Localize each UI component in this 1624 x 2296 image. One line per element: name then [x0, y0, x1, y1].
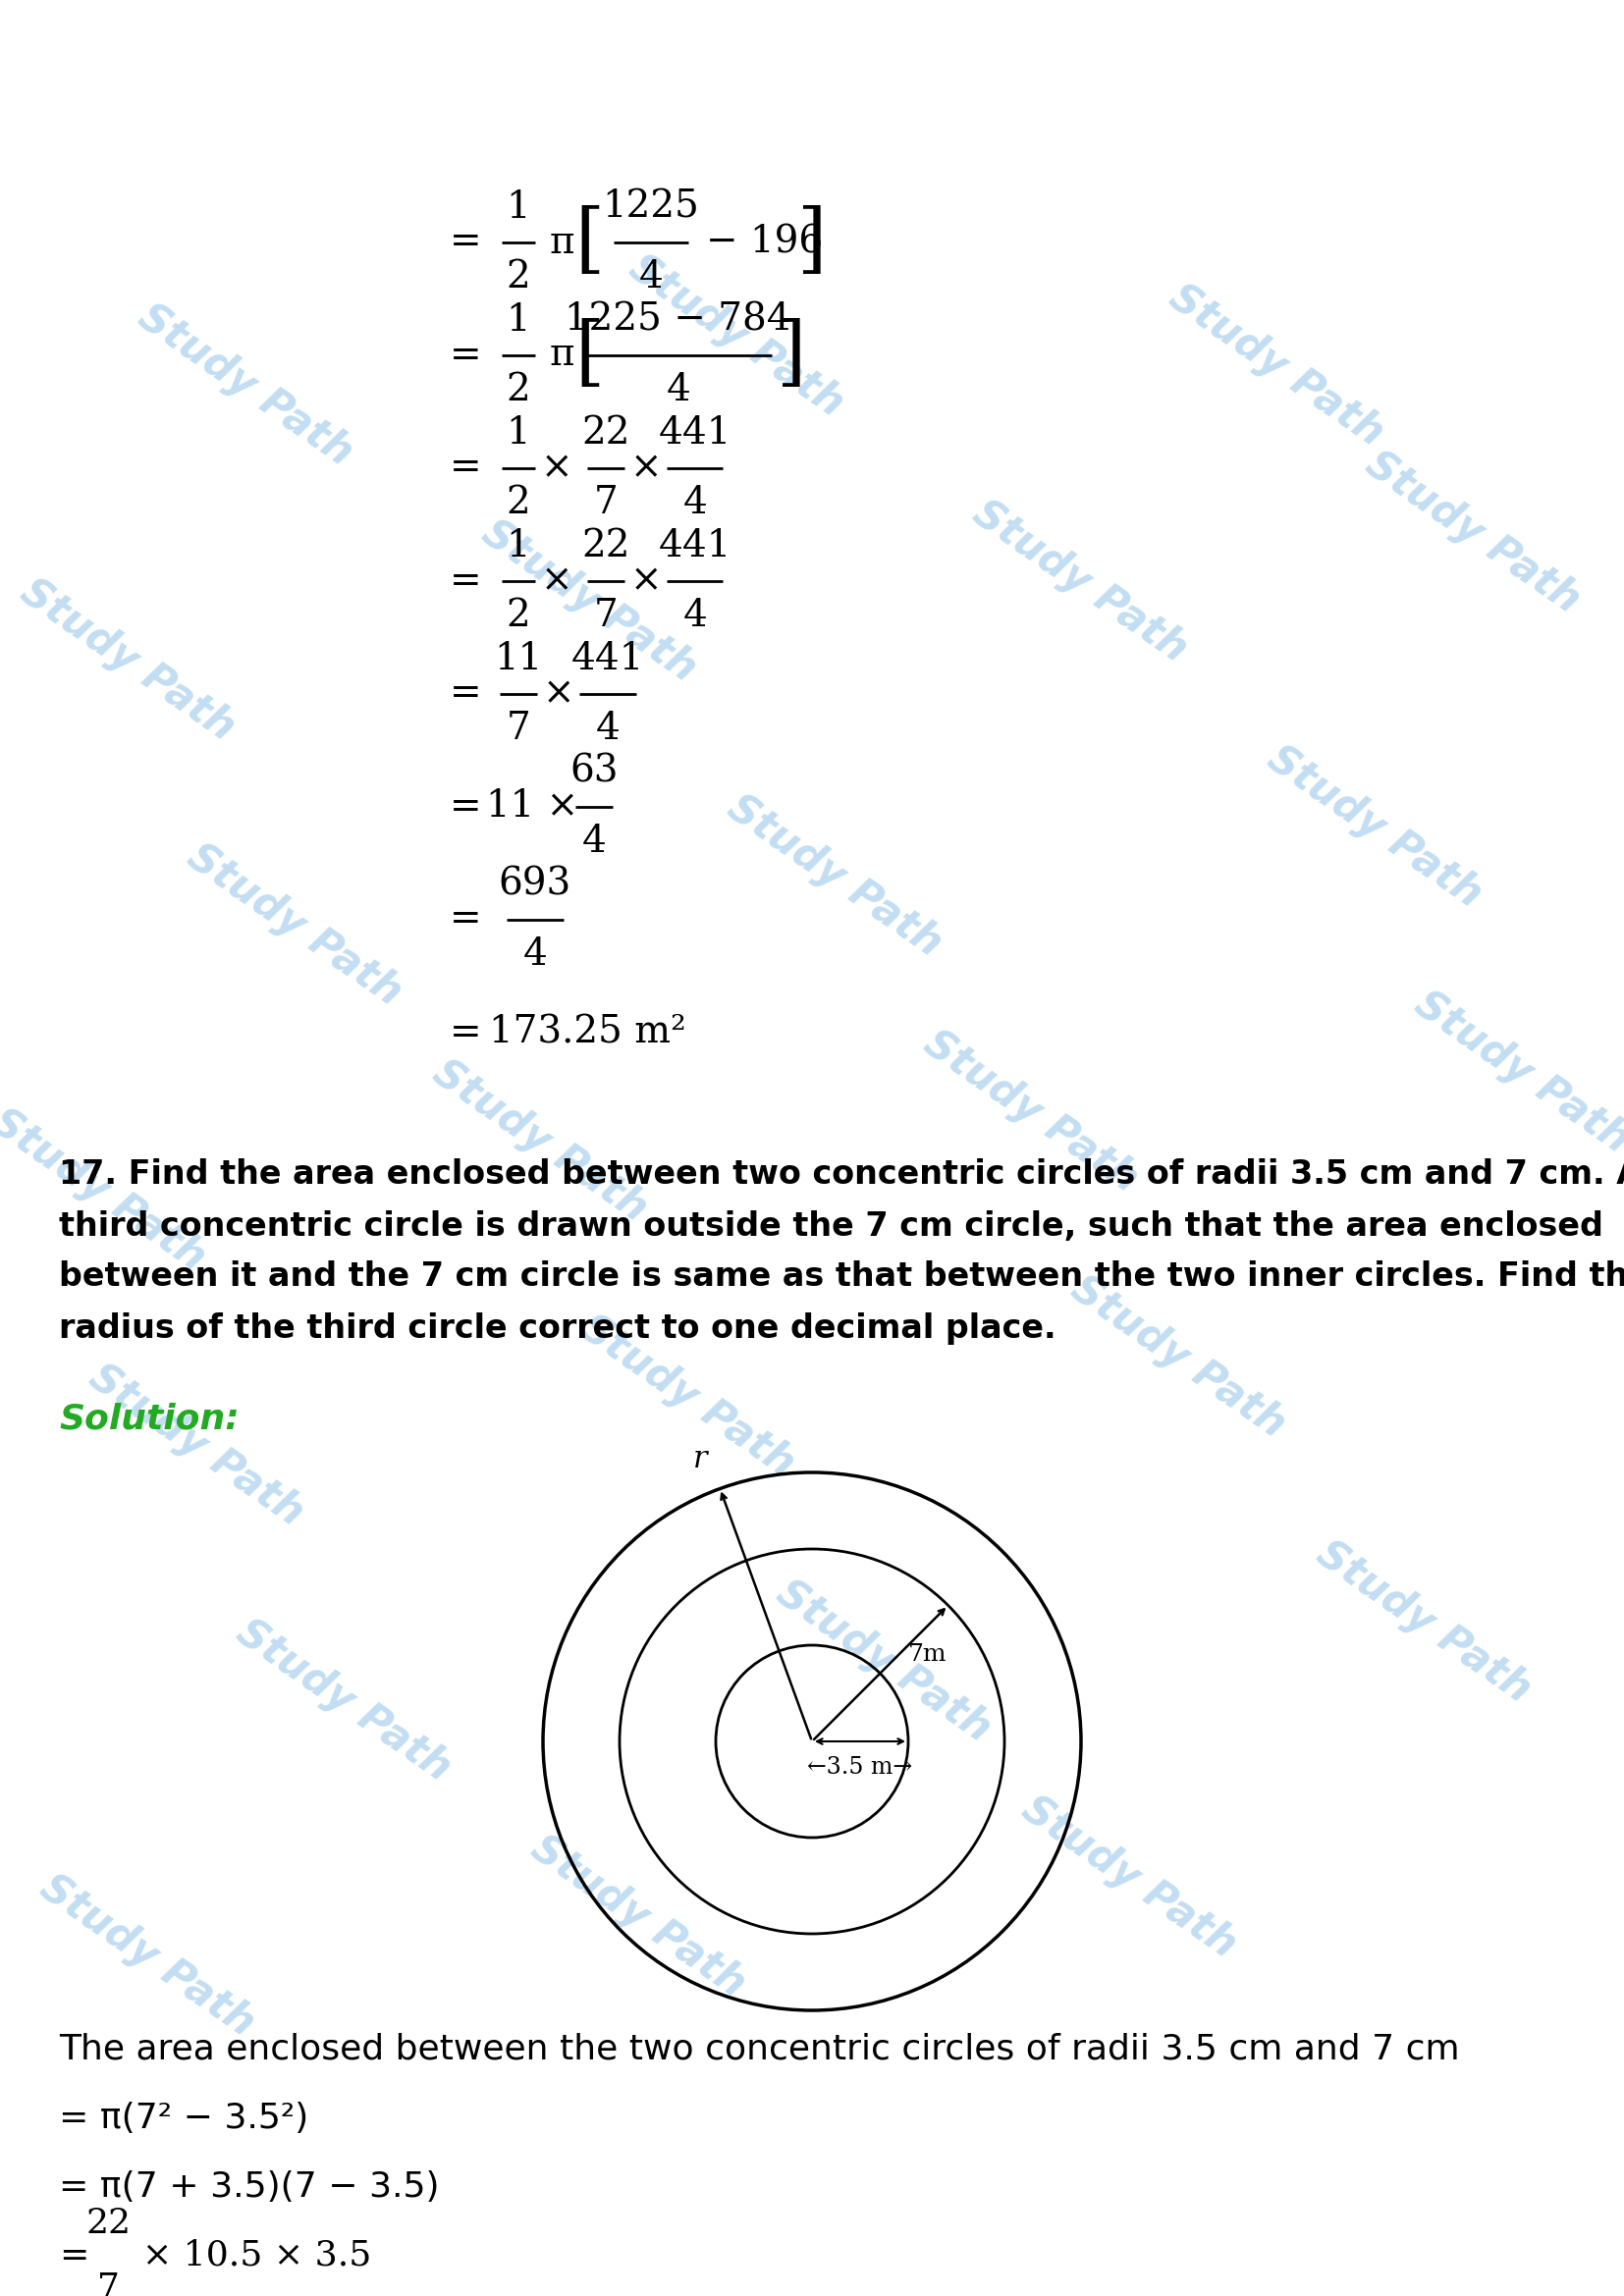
- Text: Study Path: Study Path: [474, 512, 705, 689]
- Text: = π(7 + 3.5)(7 − 3.5): = π(7 + 3.5)(7 − 3.5): [58, 2170, 440, 2204]
- Text: 63: 63: [570, 753, 619, 790]
- Text: Chapter 12: Areas Related to Circles: Chapter 12: Areas Related to Circles: [505, 135, 1119, 165]
- Text: =: =: [58, 2239, 89, 2273]
- Text: =: =: [450, 450, 481, 487]
- Text: Study Path: Study Path: [54, 44, 172, 62]
- Text: =: =: [450, 225, 481, 262]
- Text: 441: 441: [658, 416, 731, 452]
- Text: 173.25 m²: 173.25 m²: [489, 1015, 685, 1052]
- Text: The area enclosed between the two concentric circles of radii 3.5 cm and 7 cm: The area enclosed between the two concen…: [58, 2032, 1460, 2066]
- Text: ×: ×: [630, 450, 663, 487]
- Text: Study Path: Study Path: [572, 1306, 802, 1486]
- Text: Study Path: Study Path: [425, 1052, 654, 1231]
- Text: 7: 7: [593, 599, 617, 634]
- Text: Study Path: Study Path: [32, 1867, 261, 2043]
- Text: 2: 2: [507, 259, 531, 296]
- Text: between it and the 7 cm circle is same as that between the two inner circles. Fi: between it and the 7 cm circle is same a…: [58, 1261, 1624, 1293]
- Text: Study Path: Study Path: [965, 491, 1195, 670]
- Text: =: =: [450, 338, 481, 374]
- Text: × 10.5 × 3.5: × 10.5 × 3.5: [143, 2239, 372, 2273]
- Text: Solution:: Solution:: [58, 1403, 239, 1435]
- Text: 1: 1: [507, 303, 531, 338]
- Text: 441: 441: [572, 641, 645, 677]
- Text: [: [: [575, 204, 604, 280]
- Text: Study Path: Study Path: [523, 1828, 754, 2004]
- Text: Study Path: Study Path: [0, 1100, 213, 1279]
- Text: Page 14 of 16: Page 14 of 16: [706, 2241, 918, 2268]
- Text: radius of the third circle correct to one decimal place.: radius of the third circle correct to on…: [58, 1311, 1056, 1345]
- Text: 4: 4: [666, 372, 690, 409]
- Text: Study Path: Study Path: [622, 246, 851, 425]
- Text: [: [: [575, 319, 604, 393]
- Text: Study Path: Study Path: [13, 572, 242, 748]
- Text: 2: 2: [507, 599, 531, 634]
- Text: Study Path: Study Path: [1309, 1531, 1538, 1711]
- Text: 22: 22: [581, 416, 630, 452]
- Text: 11: 11: [494, 641, 542, 677]
- Text: ]: ]: [776, 319, 806, 393]
- Text: Study Path: Study Path: [768, 1573, 999, 1750]
- Text: Study Path: Study Path: [1161, 276, 1392, 455]
- Text: RD: RD: [93, 106, 133, 129]
- Text: 4: 4: [638, 259, 663, 296]
- Text: =: =: [450, 675, 481, 712]
- Text: ×: ×: [542, 675, 575, 712]
- Text: Study Path: Study Path: [229, 1612, 458, 1789]
- Text: − 196: − 196: [706, 225, 823, 262]
- Text: 4: 4: [596, 712, 620, 748]
- Text: 2: 2: [507, 484, 531, 521]
- Text: Study Path: Study Path: [1260, 737, 1489, 916]
- Text: 2: 2: [507, 372, 531, 409]
- Text: π: π: [551, 225, 575, 262]
- Text: 1225 − 784: 1225 − 784: [565, 303, 791, 338]
- Text: Study Path: Study Path: [916, 1022, 1147, 1201]
- Text: =: =: [450, 790, 481, 824]
- Text: ]: ]: [797, 204, 827, 280]
- Text: 22: 22: [581, 528, 630, 565]
- Text: 4: 4: [523, 937, 547, 974]
- Text: ×: ×: [541, 450, 573, 487]
- Text: Class - 10: Class - 10: [731, 23, 893, 53]
- Text: Study Path: Study Path: [180, 836, 409, 1015]
- Text: 4: 4: [682, 484, 706, 521]
- Text: 1: 1: [507, 416, 531, 452]
- Text: 1: 1: [507, 188, 531, 225]
- Text: 7: 7: [593, 484, 617, 521]
- Text: Study Path: Study Path: [719, 788, 950, 964]
- Text: ×: ×: [630, 563, 663, 599]
- Text: r: r: [693, 1444, 708, 1474]
- Text: =: =: [450, 563, 481, 599]
- Text: ←3.5 m→: ←3.5 m→: [807, 1756, 913, 1779]
- Text: = π(7² − 3.5²): = π(7² − 3.5²): [58, 2101, 309, 2135]
- Text: 11 ×: 11 ×: [486, 790, 578, 824]
- Text: =: =: [450, 902, 481, 939]
- Text: Study Path: Study Path: [1015, 1789, 1244, 1965]
- Text: 1: 1: [507, 528, 531, 565]
- Text: Study Path: Study Path: [1406, 983, 1624, 1162]
- Text: 22: 22: [86, 2206, 130, 2241]
- Text: 693: 693: [499, 866, 572, 902]
- Text: Study Path: Study Path: [1358, 443, 1588, 622]
- Text: π: π: [551, 338, 575, 374]
- Text: ×: ×: [541, 563, 573, 599]
- Text: 17. Find the area enclosed between two concentric circles of radii 3.5 cm and 7 : 17. Find the area enclosed between two c…: [58, 1159, 1624, 1192]
- Text: Study Path: Study Path: [81, 1357, 312, 1534]
- Text: Study Path: Study Path: [130, 296, 361, 473]
- Text: Maths – RD Sharma Solutions: Maths – RD Sharma Solutions: [529, 73, 1095, 108]
- Text: 1225: 1225: [603, 188, 700, 225]
- Text: 7: 7: [507, 712, 531, 748]
- Text: 7m: 7m: [908, 1644, 947, 1667]
- Text: 4: 4: [581, 824, 606, 861]
- Text: 7: 7: [97, 2271, 119, 2296]
- Text: =: =: [450, 1015, 481, 1052]
- Text: third concentric circle is drawn outside the 7 cm circle, such that the area enc: third concentric circle is drawn outside…: [58, 1210, 1603, 1242]
- Text: 4: 4: [682, 599, 706, 634]
- Text: Study Path: Study Path: [1064, 1267, 1293, 1446]
- Text: 441: 441: [658, 528, 731, 565]
